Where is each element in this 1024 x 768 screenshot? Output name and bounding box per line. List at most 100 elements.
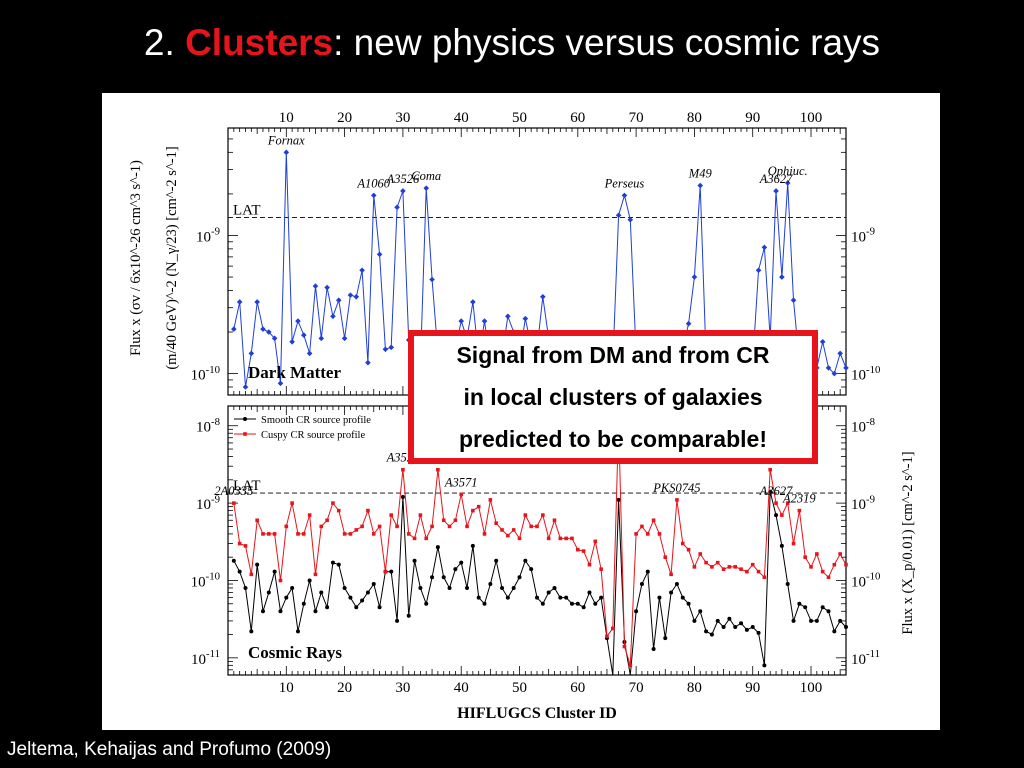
data-point xyxy=(704,560,708,565)
lat-label: LAT xyxy=(233,202,261,218)
x-tick-label: 100 xyxy=(800,680,823,696)
data-point xyxy=(844,562,848,567)
data-point xyxy=(686,601,691,606)
data-point xyxy=(517,575,522,580)
data-point xyxy=(645,532,650,536)
data-point xyxy=(482,601,487,606)
annotation: A3526 xyxy=(386,172,420,186)
data-point xyxy=(697,182,704,189)
data-point xyxy=(336,562,341,567)
data-point xyxy=(837,350,843,357)
data-point xyxy=(435,545,440,550)
data-point xyxy=(248,350,255,357)
data-point xyxy=(522,315,529,322)
data-point xyxy=(838,552,842,556)
panel-label: Dark Matter xyxy=(248,363,341,382)
data-point xyxy=(739,621,744,626)
data-point xyxy=(255,518,259,523)
data-point xyxy=(231,326,237,332)
data-point xyxy=(785,501,790,505)
data-point xyxy=(354,528,359,532)
data-point xyxy=(803,605,808,610)
x-tick-label: 30 xyxy=(395,110,410,126)
data-point xyxy=(331,501,335,505)
data-point xyxy=(570,536,574,541)
data-point xyxy=(236,299,243,305)
data-point xyxy=(370,192,377,199)
data-point xyxy=(277,380,284,387)
data-point xyxy=(406,613,411,618)
data-point xyxy=(307,513,312,517)
lat-label: LAT xyxy=(233,478,261,494)
data-point xyxy=(430,575,435,580)
data-point xyxy=(278,578,283,583)
data-point xyxy=(494,521,498,525)
x-tick-label: 90 xyxy=(745,110,760,126)
data-point xyxy=(249,572,254,577)
data-point xyxy=(831,370,838,377)
data-point xyxy=(348,595,353,600)
data-point xyxy=(418,585,423,590)
title-highlight: Clusters xyxy=(185,22,334,63)
data-point xyxy=(779,274,785,280)
x-tick-label: 10 xyxy=(279,680,294,696)
data-point xyxy=(698,552,703,556)
data-point xyxy=(481,318,488,324)
callout-line-1: Signal from DM and from CR xyxy=(456,342,770,368)
legend-entry: Cuspy CR source profile xyxy=(261,430,365,441)
data-point xyxy=(505,313,511,320)
data-point xyxy=(360,524,364,529)
data-point xyxy=(500,585,505,590)
y-tick-label-right: 10-10 xyxy=(851,364,880,384)
data-point xyxy=(762,663,767,668)
data-point xyxy=(739,567,743,571)
data-point xyxy=(306,350,313,357)
data-point xyxy=(272,532,277,536)
data-point xyxy=(541,513,545,517)
data-point xyxy=(529,567,534,572)
x-tick-label: 90 xyxy=(745,680,760,696)
data-point xyxy=(634,532,638,536)
data-point xyxy=(622,644,627,649)
data-point xyxy=(809,565,813,569)
data-point xyxy=(832,629,837,634)
data-point xyxy=(838,618,843,623)
data-point xyxy=(815,552,819,556)
data-point xyxy=(639,582,644,587)
x-tick-label: 30 xyxy=(395,680,410,696)
data-point xyxy=(476,504,481,509)
data-point xyxy=(482,532,487,536)
data-point xyxy=(342,532,347,536)
annotation: Ophiuc. xyxy=(768,164,808,178)
y-tick-label-left: 10-10 xyxy=(191,364,220,384)
data-point xyxy=(418,513,423,517)
data-point xyxy=(243,544,248,548)
data-point xyxy=(640,524,644,529)
data-point xyxy=(260,326,266,332)
data-point xyxy=(470,299,476,305)
data-point xyxy=(336,508,341,513)
data-point xyxy=(423,185,430,191)
annotation: A3571 xyxy=(444,475,478,489)
data-point xyxy=(301,532,306,536)
data-point xyxy=(295,629,300,634)
data-point xyxy=(242,384,249,390)
data-point xyxy=(347,292,354,298)
data-point xyxy=(756,569,761,574)
data-point xyxy=(552,518,557,523)
data-point xyxy=(278,609,283,614)
data-point xyxy=(296,532,300,536)
data-point xyxy=(243,585,248,590)
data-point xyxy=(669,590,674,595)
data-point xyxy=(348,532,353,536)
data-point xyxy=(260,609,265,614)
series-line xyxy=(233,491,847,676)
data-point xyxy=(325,518,329,523)
data-point xyxy=(774,501,778,505)
data-point xyxy=(756,630,761,635)
data-point xyxy=(621,192,628,199)
data-point xyxy=(797,508,802,513)
data-point xyxy=(825,365,832,371)
data-point xyxy=(552,585,557,590)
